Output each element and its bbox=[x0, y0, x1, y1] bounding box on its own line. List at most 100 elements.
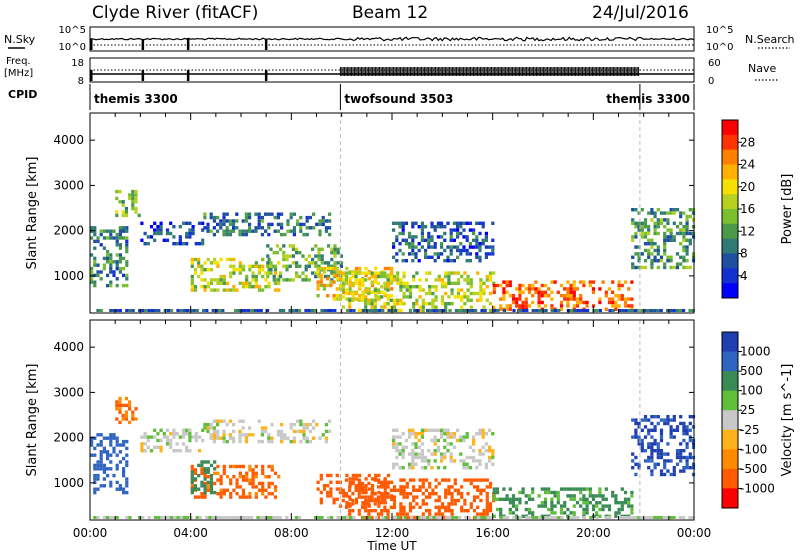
echo-cell bbox=[291, 247, 295, 251]
echo-cell bbox=[296, 429, 300, 434]
echo-cell bbox=[185, 221, 189, 225]
echo-cell bbox=[450, 281, 454, 285]
echo-cell bbox=[411, 462, 415, 466]
echo-cell bbox=[663, 418, 667, 422]
echo-cell bbox=[292, 226, 296, 230]
echo-cell bbox=[443, 452, 447, 456]
echo-cell bbox=[118, 253, 122, 257]
echo-cell bbox=[222, 433, 226, 437]
echo-cell bbox=[351, 283, 355, 288]
echo-cell bbox=[475, 466, 479, 470]
echo-cell bbox=[402, 478, 406, 482]
echo-cell bbox=[459, 225, 463, 229]
echo-cell bbox=[466, 298, 470, 302]
echo-cell bbox=[225, 488, 230, 492]
y-tick-label: 2000 bbox=[53, 431, 84, 445]
echo-cell bbox=[201, 238, 205, 242]
echo-cell bbox=[414, 221, 418, 225]
echo-cell bbox=[415, 271, 419, 275]
echo-cell bbox=[257, 226, 261, 230]
echo-cell bbox=[417, 438, 421, 443]
echo-cell bbox=[305, 422, 309, 427]
echo-cell bbox=[402, 271, 406, 275]
echo-cell bbox=[327, 261, 331, 265]
echo-cell bbox=[659, 432, 664, 436]
echo-cell bbox=[169, 432, 173, 436]
echo-cell bbox=[302, 429, 306, 434]
echo-cell bbox=[631, 452, 635, 456]
echo-cell bbox=[430, 255, 434, 259]
ground-scatter-cell bbox=[422, 516, 426, 519]
echo-cell bbox=[620, 294, 624, 298]
echo-cell bbox=[248, 226, 252, 230]
echo-cell bbox=[627, 501, 631, 505]
echo-cell bbox=[679, 421, 683, 426]
ground-scatter-cell bbox=[413, 309, 417, 312]
ground-scatter-cell bbox=[640, 516, 644, 519]
echo-cell bbox=[440, 298, 445, 302]
echo-cell bbox=[679, 228, 683, 232]
echo-cell bbox=[311, 247, 315, 251]
ground-scatter-cell bbox=[618, 309, 622, 312]
echo-cell bbox=[373, 278, 377, 282]
echo-cell bbox=[96, 270, 100, 274]
echo-cell bbox=[308, 439, 312, 444]
colorbar-swatch bbox=[722, 488, 738, 509]
echo-cell bbox=[276, 429, 280, 434]
echo-cell bbox=[383, 501, 387, 505]
echo-cell bbox=[420, 428, 424, 432]
echo-cell bbox=[456, 428, 460, 432]
echo-cell bbox=[203, 215, 207, 220]
echo-cell bbox=[216, 261, 220, 265]
echo-cell bbox=[468, 455, 472, 460]
echo-cell bbox=[395, 428, 399, 432]
echo-cell bbox=[383, 492, 387, 496]
echo-cell bbox=[93, 477, 97, 481]
echo-cell bbox=[482, 291, 486, 296]
echo-cell bbox=[273, 488, 278, 492]
ground-scatter-cell bbox=[96, 516, 100, 519]
echo-cell bbox=[627, 304, 631, 308]
echo-cell bbox=[418, 305, 422, 309]
echo-cell bbox=[185, 242, 189, 246]
echo-cell bbox=[308, 226, 312, 230]
echo-cell bbox=[550, 304, 554, 308]
echo-cell bbox=[411, 452, 415, 456]
echo-cell bbox=[316, 266, 320, 271]
echo-cell bbox=[216, 471, 220, 475]
echo-cell bbox=[427, 231, 431, 236]
echo-cell bbox=[364, 515, 368, 520]
echo-cell bbox=[437, 481, 441, 486]
echo-cell bbox=[109, 439, 113, 444]
echo-cell bbox=[478, 255, 482, 259]
echo-cell bbox=[373, 302, 377, 306]
echo-cell bbox=[364, 295, 368, 299]
echo-cell bbox=[112, 236, 116, 240]
echo-cell bbox=[206, 488, 210, 492]
echo-cell bbox=[569, 294, 573, 298]
echo-cell bbox=[537, 494, 541, 498]
echo-cell bbox=[257, 215, 261, 220]
echo-cell bbox=[515, 304, 519, 308]
echo-cell bbox=[354, 278, 358, 282]
echo-cell bbox=[115, 253, 119, 257]
echo-cell bbox=[317, 247, 321, 251]
echo-cell bbox=[216, 281, 220, 285]
ground-scatter-cell bbox=[621, 516, 625, 519]
echo-cell bbox=[367, 512, 371, 516]
ground-scatter-cell bbox=[595, 516, 599, 519]
echo-cell bbox=[156, 225, 160, 229]
echo-cell bbox=[656, 449, 660, 453]
echo-cell bbox=[669, 238, 673, 242]
echo-cell bbox=[440, 435, 444, 439]
echo-cell bbox=[201, 242, 205, 246]
nsky-left-tick-bottom: 10^0 bbox=[59, 42, 86, 53]
echo-cell bbox=[216, 264, 220, 268]
echo-cell bbox=[650, 238, 654, 242]
echo-cell bbox=[582, 300, 586, 305]
echo-cell bbox=[443, 455, 447, 460]
echo-cell bbox=[672, 415, 676, 419]
ground-scatter-cell bbox=[416, 309, 420, 312]
echo-cell bbox=[348, 488, 352, 492]
echo-cell bbox=[299, 215, 303, 220]
